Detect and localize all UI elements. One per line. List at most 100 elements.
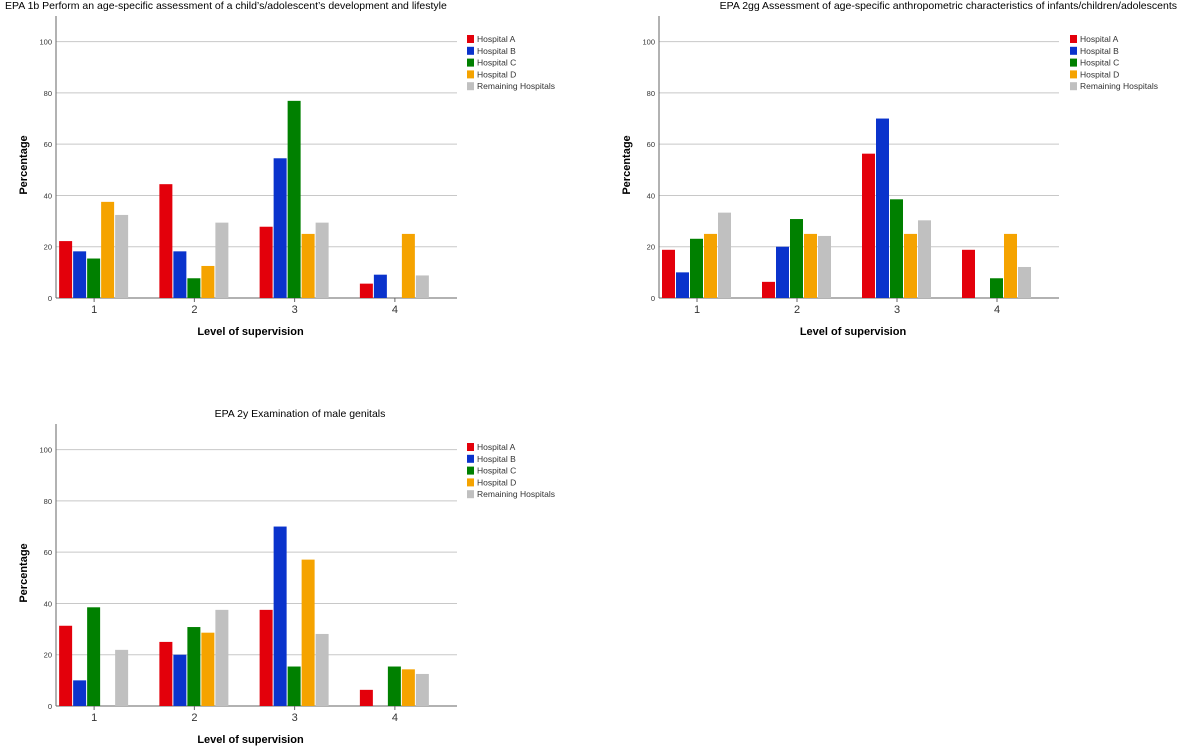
- chart-title: EPA 2gg Assessment of age-specific anthr…: [720, 0, 1177, 12]
- y-tick-label: 40: [44, 599, 52, 608]
- bar-hospital-c-level-4: [387, 666, 401, 706]
- bar-hospital-d-level-1: [704, 233, 717, 298]
- legend-swatch: [467, 490, 474, 499]
- legend-entry: Hospital C: [477, 58, 516, 68]
- y-tick-label: 20: [44, 651, 52, 660]
- bar-hospital-c-level-2: [187, 278, 201, 298]
- legend-entry: Hospital A: [477, 34, 516, 44]
- bar-hospital-a-level-3: [862, 153, 875, 298]
- legend-swatch: [1070, 46, 1077, 55]
- y-tick-label: 40: [647, 191, 655, 200]
- bar-remaining-hospitals-level-4: [415, 275, 429, 298]
- x-axis-label: Level of supervision: [800, 326, 907, 338]
- legend-swatch: [467, 466, 474, 475]
- y-tick-label: 100: [39, 38, 52, 47]
- bar-hospital-c-level-2: [187, 627, 201, 706]
- legend-swatch: [467, 454, 474, 463]
- y-tick-label: 20: [647, 243, 655, 252]
- y-tick-label: 20: [44, 243, 52, 252]
- bar-remaining-hospitals-level-2: [215, 609, 229, 706]
- bar-remaining-hospitals-level-2: [818, 235, 831, 298]
- bar-hospital-b-level-2: [173, 251, 187, 298]
- legend-entry: Remaining Hospitals: [477, 489, 555, 499]
- y-tick-label: 0: [48, 702, 52, 711]
- legend-swatch: [467, 46, 474, 55]
- y-tick-label: 60: [44, 140, 52, 149]
- bar-hospital-d-level-3: [301, 233, 315, 298]
- bar-remaining-hospitals-level-2: [215, 222, 229, 298]
- bar-hospital-a-level-3: [259, 226, 273, 298]
- bar-hospital-b-level-1: [73, 251, 87, 298]
- bar-hospital-b-level-2: [776, 246, 789, 298]
- x-tick-label: 3: [894, 304, 900, 316]
- bar-hospital-d-level-2: [804, 233, 817, 298]
- x-axis-label: Level of supervision: [197, 734, 304, 746]
- legend-entry: Hospital D: [477, 69, 516, 79]
- bar-hospital-d-level-1: [101, 201, 115, 298]
- chart-1: EPA 1b Perform an age-specific assessmen…: [5, 0, 555, 338]
- x-tick-label: 3: [292, 712, 298, 724]
- x-tick-label: 2: [191, 304, 197, 316]
- bar-hospital-a-level-4: [359, 689, 373, 706]
- x-tick-label: 2: [794, 304, 800, 316]
- legend-swatch: [467, 70, 474, 79]
- bar-hospital-b-level-4: [373, 274, 387, 298]
- bar-remaining-hospitals-level-1: [115, 649, 129, 706]
- bar-hospital-a-level-2: [159, 641, 173, 706]
- legend-swatch: [467, 58, 474, 67]
- bar-remaining-hospitals-level-3: [315, 222, 329, 298]
- x-axis-label: Level of supervision: [197, 326, 304, 338]
- legend-entry: Hospital A: [477, 442, 516, 452]
- bar-remaining-hospitals-level-3: [918, 220, 931, 298]
- x-tick-label: 4: [994, 304, 1000, 316]
- bar-hospital-a-level-1: [662, 249, 675, 298]
- y-tick-label: 0: [48, 294, 52, 303]
- y-tick-label: 80: [647, 89, 655, 98]
- bar-remaining-hospitals-level-3: [315, 633, 329, 706]
- x-tick-label: 4: [392, 712, 398, 724]
- y-tick-label: 40: [44, 191, 52, 200]
- bar-hospital-d-level-2: [201, 632, 215, 706]
- legend-swatch: [1070, 70, 1077, 79]
- legend-entry: Hospital C: [1080, 58, 1119, 68]
- bar-hospital-c-level-3: [890, 199, 903, 298]
- bar-hospital-a-level-2: [762, 281, 775, 298]
- bar-hospital-d-level-4: [1004, 233, 1017, 298]
- legend-entry: Remaining Hospitals: [477, 81, 555, 91]
- chart-title: EPA 2y Examination of male genitals: [215, 408, 386, 420]
- bar-hospital-b-level-1: [676, 272, 689, 298]
- bar-hospital-c-level-1: [690, 238, 703, 298]
- y-tick-label: 100: [642, 38, 655, 47]
- bar-remaining-hospitals-level-4: [415, 673, 429, 706]
- bar-hospital-a-level-1: [59, 625, 73, 706]
- x-tick-label: 3: [292, 304, 298, 316]
- bar-hospital-a-level-4: [359, 283, 373, 298]
- bar-hospital-d-level-2: [201, 265, 215, 298]
- legend-entry: Hospital A: [1080, 34, 1119, 44]
- bar-hospital-d-level-3: [904, 233, 917, 298]
- legend-swatch: [467, 35, 474, 43]
- y-axis-label: Percentage: [621, 135, 633, 194]
- bar-hospital-b-level-3: [273, 526, 287, 706]
- bar-hospital-a-level-3: [259, 609, 273, 706]
- chart-title: EPA 1b Perform an age-specific assessmen…: [5, 0, 447, 12]
- bar-hospital-d-level-4: [401, 669, 415, 706]
- bar-hospital-d-level-3: [301, 559, 315, 706]
- bar-remaining-hospitals-level-1: [718, 212, 731, 298]
- bar-hospital-c-level-1: [87, 258, 101, 298]
- y-tick-label: 60: [44, 548, 52, 557]
- legend-entry: Hospital B: [477, 46, 516, 56]
- legend-entry: Hospital B: [1080, 46, 1119, 56]
- x-tick-label: 1: [694, 304, 700, 316]
- y-tick-label: 60: [647, 140, 655, 149]
- y-tick-label: 0: [651, 294, 655, 303]
- bar-hospital-b-level-1: [73, 680, 87, 706]
- bar-hospital-c-level-1: [87, 607, 101, 706]
- bar-hospital-c-level-3: [287, 100, 301, 299]
- bar-hospital-c-level-3: [287, 666, 301, 706]
- legend-swatch: [467, 443, 474, 451]
- chart-3: EPA 2y Examination of male genitals 0 20 40…: [18, 408, 555, 746]
